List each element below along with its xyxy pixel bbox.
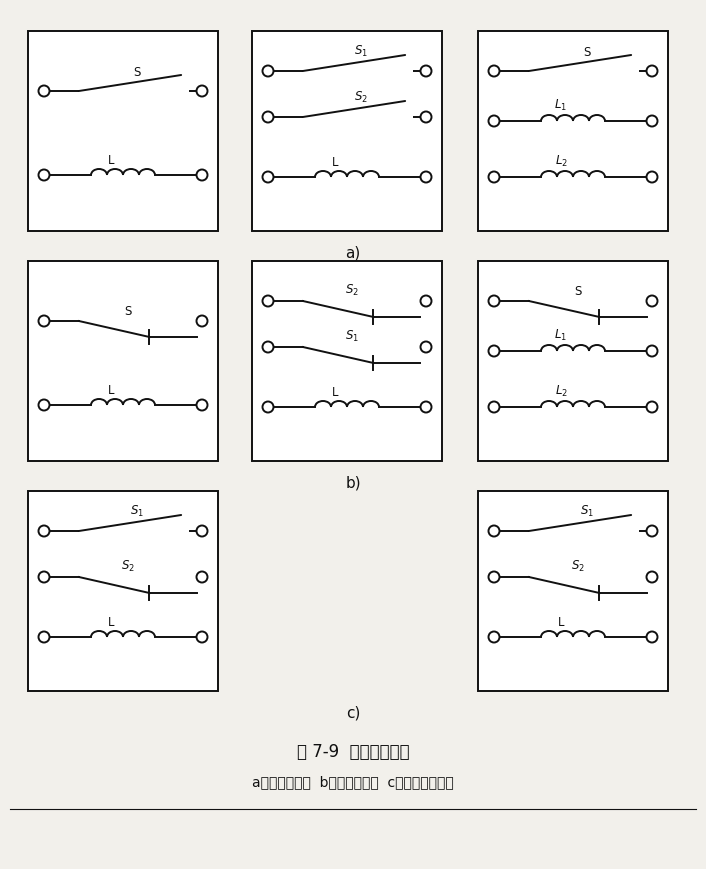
Text: S: S — [133, 66, 140, 79]
Circle shape — [39, 400, 49, 411]
Circle shape — [421, 342, 431, 353]
Text: $L_1$: $L_1$ — [554, 98, 568, 113]
Circle shape — [489, 66, 500, 77]
Text: S: S — [574, 285, 582, 298]
Circle shape — [489, 572, 500, 583]
Circle shape — [263, 112, 273, 123]
Text: $L_1$: $L_1$ — [554, 328, 568, 342]
Circle shape — [489, 632, 500, 643]
Circle shape — [39, 86, 49, 97]
Bar — [28, 262, 218, 461]
Text: L: L — [108, 154, 114, 167]
Circle shape — [263, 402, 273, 413]
Text: $S_1$: $S_1$ — [345, 328, 359, 343]
Circle shape — [263, 172, 273, 183]
Circle shape — [196, 632, 208, 643]
Text: c): c) — [346, 705, 360, 720]
Circle shape — [647, 526, 657, 537]
Text: $L_2$: $L_2$ — [554, 383, 568, 399]
Circle shape — [196, 572, 208, 583]
Circle shape — [421, 296, 431, 307]
Circle shape — [489, 296, 500, 307]
Circle shape — [39, 572, 49, 583]
Circle shape — [647, 402, 657, 413]
Circle shape — [647, 572, 657, 583]
Circle shape — [647, 116, 657, 128]
Bar — [478, 262, 668, 461]
Circle shape — [647, 66, 657, 77]
Text: $S_2$: $S_2$ — [354, 90, 368, 105]
Circle shape — [421, 402, 431, 413]
Circle shape — [647, 346, 657, 357]
Text: $S_1$: $S_1$ — [354, 43, 368, 59]
Text: a）常开继电器  b）常闭继电器  c）混合型继电器: a）常开继电器 b）常闭继电器 c）混合型继电器 — [252, 774, 454, 788]
Bar — [478, 492, 668, 691]
Circle shape — [263, 342, 273, 353]
Circle shape — [421, 112, 431, 123]
Text: b): b) — [345, 475, 361, 490]
Bar — [252, 32, 442, 232]
Circle shape — [647, 632, 657, 643]
Circle shape — [489, 402, 500, 413]
Circle shape — [39, 170, 49, 182]
Text: L: L — [108, 383, 114, 396]
Circle shape — [39, 632, 49, 643]
Text: $S_1$: $S_1$ — [130, 503, 144, 519]
Text: S: S — [583, 46, 591, 59]
Text: a): a) — [345, 246, 361, 261]
Circle shape — [647, 172, 657, 183]
Circle shape — [39, 316, 49, 327]
Text: S: S — [124, 305, 132, 318]
Circle shape — [647, 296, 657, 307]
Text: $S_2$: $S_2$ — [571, 558, 585, 574]
Text: L: L — [332, 386, 338, 399]
Circle shape — [196, 316, 208, 327]
Circle shape — [489, 116, 500, 128]
Text: 图 7-9  继电器的类型: 图 7-9 继电器的类型 — [297, 742, 409, 760]
Circle shape — [196, 526, 208, 537]
Circle shape — [489, 526, 500, 537]
Text: $S_2$: $S_2$ — [121, 558, 135, 574]
Text: $S_1$: $S_1$ — [580, 503, 594, 519]
Circle shape — [489, 172, 500, 183]
Text: L: L — [558, 615, 564, 628]
Circle shape — [196, 170, 208, 182]
Circle shape — [489, 346, 500, 357]
Bar — [252, 262, 442, 461]
Circle shape — [421, 172, 431, 183]
Circle shape — [196, 86, 208, 97]
Circle shape — [196, 400, 208, 411]
Text: $S_2$: $S_2$ — [345, 282, 359, 298]
Bar — [28, 32, 218, 232]
Text: $L_2$: $L_2$ — [554, 154, 568, 169]
Text: L: L — [108, 615, 114, 628]
Circle shape — [263, 296, 273, 307]
Circle shape — [421, 66, 431, 77]
Circle shape — [39, 526, 49, 537]
Text: L: L — [332, 156, 338, 169]
Bar — [28, 492, 218, 691]
Circle shape — [263, 66, 273, 77]
Bar — [478, 32, 668, 232]
